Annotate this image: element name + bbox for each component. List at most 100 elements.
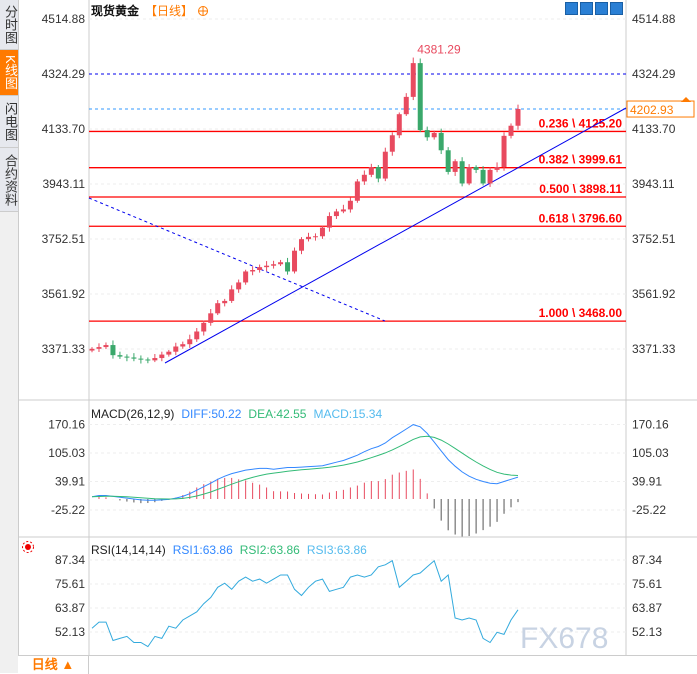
candle-body [515,109,521,126]
dea-label: DEA:42.55 [248,407,306,421]
rsi-tick-left: 87.34 [55,553,85,567]
rsi-tick-left: 63.87 [55,601,85,615]
candle-body [152,358,158,361]
candle-body [466,167,472,184]
macd-tick-right: 39.91 [632,475,662,489]
candle-body [180,344,186,347]
macd-tick-left: 39.91 [55,475,85,489]
fib-level-label: 1.000 \ 3468.00 [539,306,623,320]
rsi-tick-left: 52.13 [55,625,85,639]
exit-icon[interactable] [610,2,623,15]
rsi-tick-right: 87.34 [632,553,662,567]
candle-body [243,271,249,283]
crosshair-icon[interactable] [565,2,578,15]
candle-body [410,63,416,97]
macd-tick-left: 170.16 [48,418,85,432]
candle-body [487,169,493,184]
candle-body [187,339,193,345]
play-icon[interactable] [595,2,608,15]
candle-body [173,346,179,352]
price-tick-left: 3943.11 [43,177,86,191]
fib-level-label: 0.618 \ 3796.60 [539,211,623,225]
rsi-tick-right: 52.13 [632,625,662,639]
rsi-tick-right: 63.87 [632,601,662,615]
tab-intraday[interactable]: 分时图 [0,0,18,50]
price-tick-left: 4324.29 [42,67,86,81]
candle-body [89,348,95,351]
fib-level-label: 0.382 \ 3999.61 [539,153,623,167]
range-icon[interactable] [580,2,593,15]
diff-line [91,424,519,501]
candle-body [292,250,298,272]
candle-body [452,161,458,172]
chart-title: 现货黄金 [91,3,140,18]
candle-body [375,167,381,179]
fib-level-label: 0.500 \ 3898.11 [539,182,622,196]
candle-body [215,303,221,314]
sidebar: 分时图 K线图 闪电图 合约资料 [0,0,19,673]
candle-body [264,265,270,268]
candle-body [459,161,465,184]
macd-label: MACD:15.34 [313,407,382,421]
price-tick-right: 3943.11 [632,177,675,191]
candle-body [382,151,388,179]
macd-tick-right: -25.22 [632,503,666,517]
candle-body [131,357,137,359]
peak-price-label: 4381.29 [417,43,461,57]
candle-body [285,262,291,272]
macd-tick-right: 170.16 [632,418,669,432]
candle-body [236,282,242,290]
candle-body [103,345,109,348]
candle-body [508,125,514,136]
candle-body [389,135,395,152]
tab-contract-info[interactable]: 合约资料 [0,148,18,212]
expand-up-icon [681,97,691,103]
diff-label: DIFF:50.22 [181,407,241,421]
candle-body [257,267,263,271]
period-selector[interactable]: 日线 ▲ [18,656,89,674]
price-tick-left: 3561.92 [42,287,86,301]
candle-body [445,150,451,172]
candle-body [494,167,500,170]
candle-body [438,132,444,151]
candle-body [473,167,479,170]
candle-body [417,63,423,131]
candle-body [124,356,130,358]
candle-body [229,289,235,301]
candle-body [319,227,325,237]
candle-body [354,181,360,201]
plus-circle-icon[interactable] [198,6,209,16]
candle-body [361,174,367,182]
candle-body [166,351,172,355]
price-tick-right: 4133.70 [632,122,676,136]
rsi-title: RSI(14,14,14) [91,543,166,557]
settings-sun-icon[interactable] [22,541,34,553]
tab-flash[interactable]: 闪电图 [0,96,18,148]
candle-body [403,96,409,115]
candle-body [110,345,116,356]
rsi-tick-right: 75.61 [632,577,662,591]
price-tick-right: 3561.92 [632,287,676,301]
candle-body [501,135,507,168]
candle-body [271,264,277,266]
price-tick-left: 4514.88 [42,12,86,26]
price-tick-left: 3371.33 [42,342,86,356]
period-label: 【日线】 [145,4,193,18]
candle-body [145,359,151,361]
candle-body [424,130,430,138]
candle-body [96,347,102,349]
rsi3-label: RSI3:63.86 [307,543,367,557]
candle-body [208,313,214,323]
candle-body [368,167,374,175]
candle-body [305,236,311,240]
tab-kline[interactable]: K线图 [0,50,18,96]
current-price-label: 4202.93 [630,103,674,117]
price-tick-right: 3371.33 [632,342,676,356]
price-tick-right: 4324.29 [632,67,676,81]
candle-body [333,211,339,217]
candle-body [326,216,332,228]
rsi2-label: RSI2:63.86 [240,543,300,557]
candle-body [159,354,165,359]
candle-body [299,239,305,251]
